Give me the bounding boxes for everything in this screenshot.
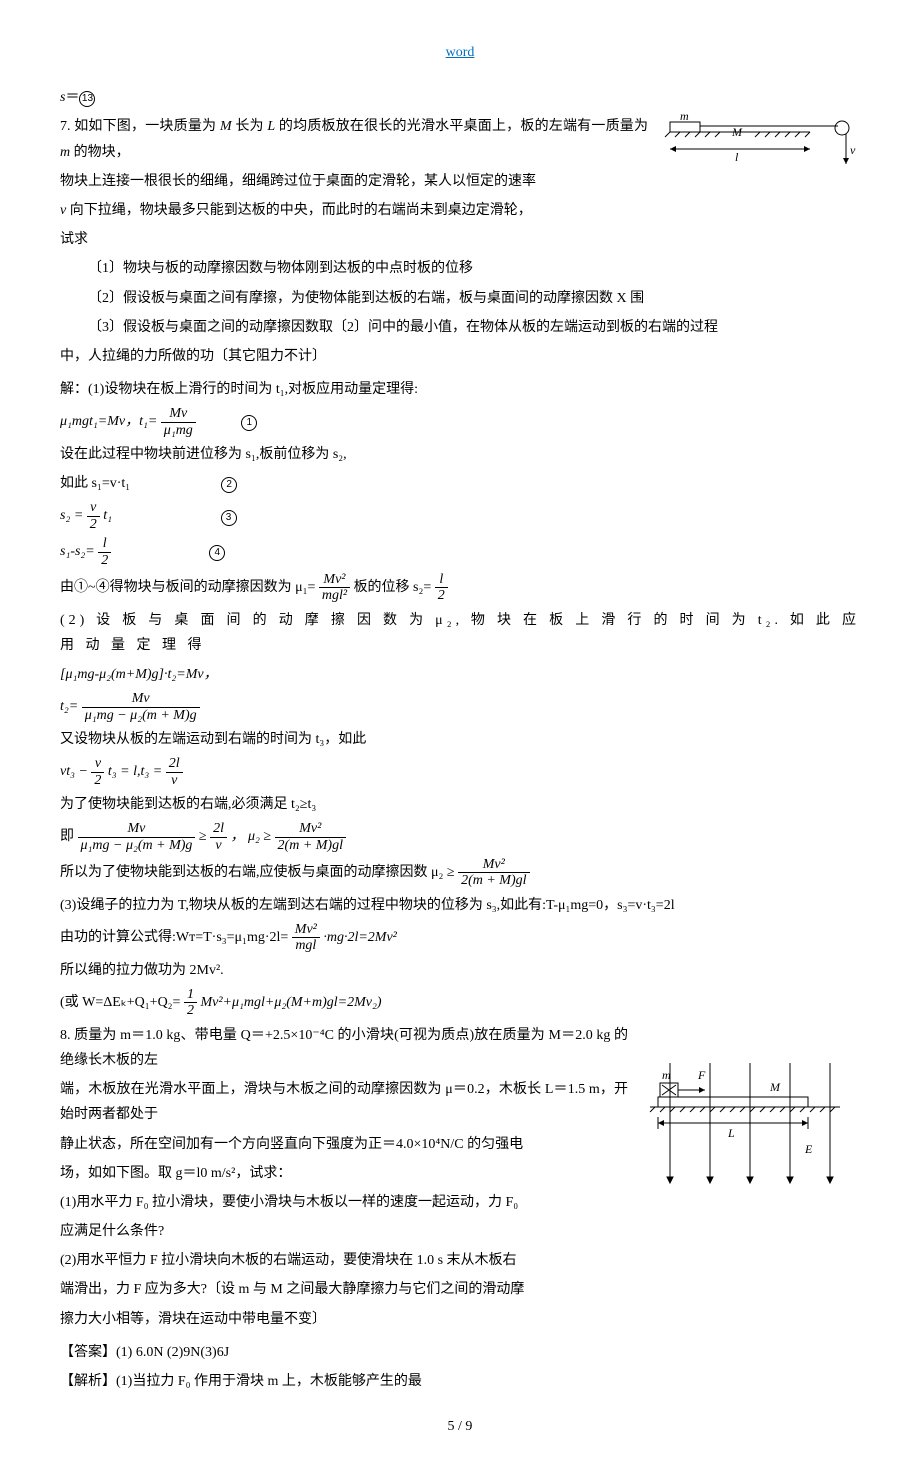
- eq-2: 如此 s₁=v·t₁ 2: [60, 471, 860, 496]
- diagram-problem-7: m M v l: [660, 114, 860, 183]
- q7-sub3b: 中，人拉绳的力所做的功〔其它阻力不计〕: [60, 344, 860, 369]
- svg-text:L: L: [727, 1126, 735, 1140]
- q8-answer: 【答案】(1) 6.0N (2)9N(3)6J: [60, 1340, 860, 1365]
- q7-line3: v 向下拉绳，物块最多只能到达板的中央，而此时的右端尚未到桌边定滑轮，: [60, 198, 860, 223]
- sol1-intro: 解：(1)设物块在板上滑行的时间为 t₁,对板应用动量定理得:: [60, 377, 860, 402]
- q7-sub3a: 〔3〕假设板与桌面之间的动摩擦因数取〔2〕问中的最小值，在物体从板的左端运动到板…: [60, 315, 860, 340]
- eq-t2: t₂= Mvμ₁mg − μ₂(m + M)g: [60, 691, 860, 723]
- svg-text:l: l: [735, 150, 739, 164]
- sol2-intro: (2) 设 板 与 桌 面 间 的 动 摩 擦 因 数 为 μ₂, 物 块 在 …: [60, 608, 860, 658]
- sol3-work: 由功的计算公式得:Wᴛ=T·s₃=μ₁mg·2l= Mv²mgl ·mg·2l=…: [60, 922, 860, 954]
- sol2-t3: 又设物块从板的左端运动到右端的时间为 t₃，如此: [60, 727, 860, 752]
- sol1-result: 由①~④得物块与板间的动摩擦因数为 μ₁= Mv²mgl² 板的位移 s₂= l…: [60, 572, 860, 604]
- eq-t3: vt₃ − v2 t₃ = l,t₃ = 2lv: [60, 756, 860, 788]
- svg-text:F: F: [697, 1068, 706, 1082]
- sol2-cond: 为了使物块能到达板的右端,必须满足 t₂≥t₃: [60, 792, 860, 817]
- eq-1: μ₁mgt₁=Mv，t₁= Mvμ₁mg 1: [60, 406, 860, 438]
- diagram-problem-8: m F M L E: [640, 1053, 860, 1202]
- q8-analysis: 【解析】(1)当拉力 F₀ 作用于滑块 m 上，木板能够产生的最: [60, 1369, 860, 1394]
- sol3-result: 所以绳的拉力做功为 2Mv².: [60, 958, 860, 983]
- q8-line9: 擦力大小相等，滑块在运动中带电量不变〕: [60, 1307, 860, 1332]
- q8-line8: 端滑出，力 F 应为多大?〔设 m 与 M 之间最大静摩擦力与它们之间的滑动摩: [60, 1277, 860, 1302]
- q7-sub1: 〔1〕物块与板的动摩擦因数与物体刚到达板的中点时板的位移: [60, 256, 860, 281]
- sol1-s1s2: 设在此过程中物块前进位移为 s₁,板前位移为 s₂,: [60, 442, 860, 467]
- q7-line4: 试求: [60, 227, 860, 252]
- svg-text:E: E: [804, 1142, 813, 1156]
- svg-text:M: M: [731, 125, 743, 139]
- eq-s-13: s＝13: [60, 85, 860, 110]
- eq-4: s₁-s₂= l2 4: [60, 536, 860, 568]
- sol2-eq: [μ₁mg-μ₂(m+M)g]·t₂=Mv，: [60, 662, 860, 687]
- sol2-result: 所以为了使物块能到达板的右端,应使板与桌面的动摩擦因数 μ₂ ≥ Mv²2(m …: [60, 857, 860, 889]
- svg-text:v: v: [850, 143, 856, 157]
- page-footer: 5 / 9: [60, 1414, 860, 1439]
- q8-line7: (2)用水平恒力 F 拉小滑块向木板的右端运动，要使滑块在 1.0 s 末从木板…: [60, 1248, 860, 1273]
- sol3-intro: (3)设绳子的拉力为 T,物块从板的左端到达右端的过程中物块的位移为 s₃,如此…: [60, 893, 860, 918]
- page-header: word: [60, 40, 860, 65]
- svg-text:m: m: [680, 114, 689, 123]
- sol3-alt: (或 W=ΔEₖ+Q₁+Q₂= 12 Mv²+μ₁mgl+μ₂(M+m)gl=2…: [60, 987, 860, 1019]
- svg-text:M: M: [769, 1080, 781, 1094]
- q8-line6: 应满足什么条件?: [60, 1219, 860, 1244]
- eq-ineq: 即 Mvμ₁mg − μ₂(m + M)g ≥ 2lv ， μ₂ ≥ Mv²2(…: [60, 821, 860, 853]
- eq-3: s₂ = v2 t₁ 3: [60, 500, 860, 532]
- q7-sub2: 〔2〕假设板与桌面之间有摩擦，为使物体能到达板的右端，板与桌面间的动摩擦因数 X…: [60, 286, 860, 311]
